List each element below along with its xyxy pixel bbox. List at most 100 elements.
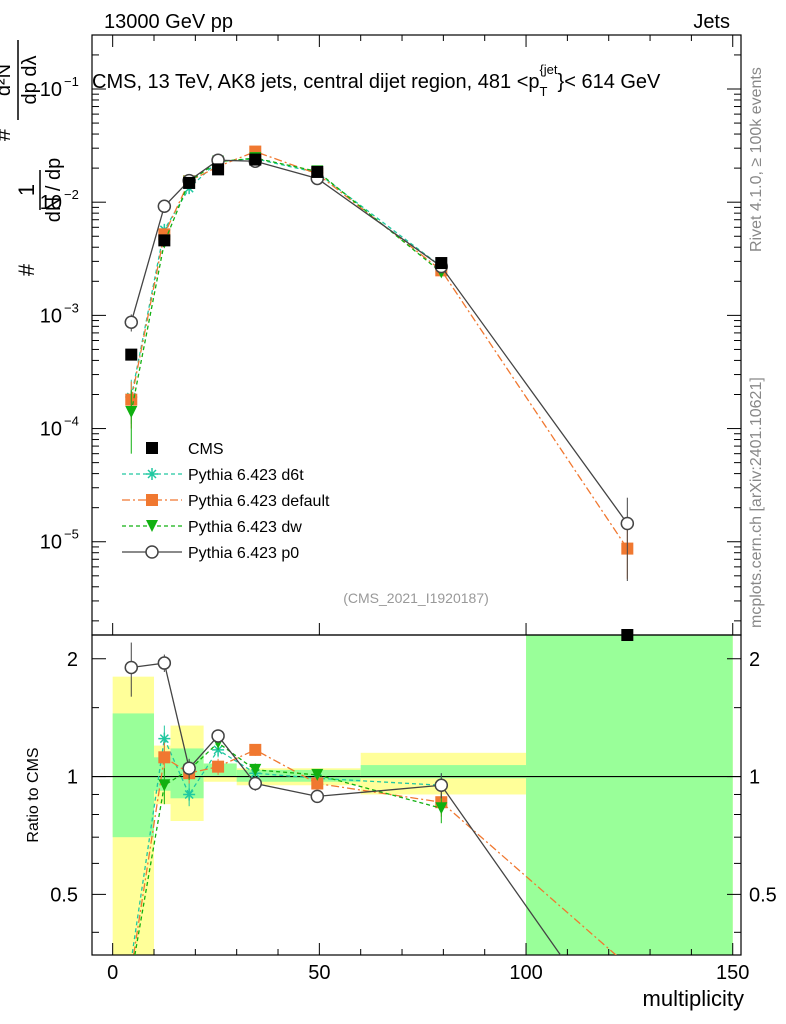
series-1 — [125, 145, 634, 579]
y-top-tick-label-1: 10 — [40, 419, 62, 441]
y-top-tick-exp-0: −5 — [64, 527, 79, 542]
legend-marker — [146, 494, 158, 506]
data-series — [124, 145, 635, 955]
ratio-point — [248, 776, 263, 791]
ratio-point — [157, 656, 172, 670]
ratio-point — [158, 751, 171, 764]
legend-label: Pythia 6.423 p0 — [188, 545, 299, 562]
y-top-tick-exp-1: −4 — [64, 414, 79, 429]
ratio-point — [310, 789, 325, 804]
series-point — [124, 315, 139, 329]
y-top-tick-exp-2: −3 — [64, 300, 79, 315]
series-0 — [125, 152, 448, 424]
y-bottom-tick-label-1: 1 — [67, 767, 78, 789]
svg-text:#: # — [0, 128, 15, 141]
cms-point — [435, 257, 448, 270]
ratio-point — [435, 802, 448, 815]
ratio-point — [434, 778, 449, 793]
legend-marker — [145, 545, 159, 559]
y-top-tick-exp-4: −1 — [64, 74, 79, 89]
legend: CMS Pythia 6.423 d6t Pythia 6.423 default P… — [122, 441, 330, 562]
legend-marker — [146, 520, 158, 532]
svg-text:d²N: d²N — [0, 64, 15, 96]
legend-label: Pythia 6.423 d6t — [188, 467, 304, 484]
y-bottom-tick-label-right-0: 0.5 — [749, 884, 777, 906]
x-axis-label: multiplicity — [643, 986, 744, 1011]
ratio-panel-frame — [91, 634, 742, 956]
ratio-point — [211, 729, 225, 743]
y-top-tick-label-3: 10 — [40, 192, 62, 214]
series-line-2 — [130, 157, 442, 413]
cms-point — [158, 234, 171, 247]
chart-title-sup: {jet — [539, 62, 557, 77]
rivet-label: Rivet 4.1.0, ≥ 100k events — [748, 67, 765, 252]
svg-text:dN / dp: dN / dp — [43, 158, 65, 222]
header-left: 13000 GeV pp — [104, 11, 233, 33]
svg-text:1: 1 — [14, 184, 39, 196]
ratio-point — [212, 743, 225, 756]
series-point — [620, 516, 635, 531]
y-top-tick-exp-3: −2 — [64, 187, 79, 202]
series-line-1 — [130, 150, 628, 549]
chart-title: CMS, 13 TeV, AK8 jets, central dijet reg… — [92, 62, 661, 99]
band-stat-0 — [112, 713, 155, 838]
header-right: Jets — [693, 11, 730, 33]
band-stat-6 — [360, 765, 527, 779]
ratio-point — [249, 763, 262, 776]
series-point — [125, 406, 138, 419]
y-axis-label-bottom: Ratio to CMS — [25, 747, 42, 842]
ratio-point — [311, 768, 324, 781]
series-line-0 — [130, 158, 442, 398]
ratio-point — [182, 761, 196, 776]
legend-entry-0: CMS — [146, 441, 224, 458]
y-top-tick-label-0: 10 — [40, 532, 62, 554]
y-axis-label-top: # 1 dN / dp # d²N dp dλ — [0, 40, 65, 276]
legend-entry-4: Pythia 6.423 p0 — [122, 545, 299, 562]
series-point — [157, 199, 172, 214]
y-bottom-tick-label-right-1: 1 — [749, 767, 760, 789]
cms-point — [249, 153, 262, 166]
ratio-point — [311, 777, 324, 790]
legend-entry-3: Pythia 6.423 dw — [122, 519, 302, 536]
legend-label: CMS — [188, 441, 224, 458]
ratio-series-3 — [124, 642, 562, 955]
cms-point — [621, 629, 634, 641]
y-bottom-tick-label-0: 0.5 — [50, 884, 78, 906]
ratio-point — [158, 732, 171, 745]
y-top-tick-label-2: 10 — [40, 305, 62, 327]
cms-point — [183, 176, 196, 189]
legend-entry-1: Pythia 6.423 d6t — [122, 467, 304, 484]
mcplots-label: mcplots.cern.ch [arXiv:2401.10621] — [748, 377, 765, 628]
svg-text:dp dλ: dp dλ — [19, 56, 41, 105]
ratio-point — [212, 760, 225, 773]
x-tick-label-3: 150 — [716, 962, 749, 984]
chart-title-main: CMS, 13 TeV, AK8 jets, central dijet reg… — [92, 71, 540, 93]
legend-label: Pythia 6.423 default — [188, 493, 330, 510]
analysis-id: (CMS_2021_I1920187) — [343, 590, 489, 606]
legend-entry-2: Pythia 6.423 default — [122, 493, 330, 510]
band-stat-7 — [526, 635, 733, 955]
chart-title-sub: T — [540, 84, 548, 99]
cms-point — [311, 165, 324, 178]
series-3 — [124, 153, 635, 581]
y-top-tick-label-4: 10 — [40, 79, 62, 101]
series-cms — [125, 153, 634, 641]
ratio-point — [124, 660, 139, 675]
x-tick-label-0: 0 — [107, 962, 118, 984]
x-tick-label-1: 50 — [308, 962, 330, 984]
ratio-line-3 — [131, 662, 562, 955]
cms-point — [212, 163, 225, 176]
cms-point — [125, 348, 138, 361]
ratio-point — [183, 788, 196, 801]
ratio-point — [158, 779, 171, 792]
y-bottom-tick-label-2: 2 — [67, 649, 78, 671]
svg-text:#: # — [14, 263, 39, 276]
chart-title-tail: }< 614 GeV — [558, 71, 662, 93]
ratio-point — [249, 743, 262, 756]
legend-marker — [146, 442, 158, 454]
x-tick-label-2: 100 — [509, 962, 542, 984]
y-bottom-tick-label-right-2: 2 — [749, 649, 760, 671]
legend-label: Pythia 6.423 dw — [188, 519, 302, 536]
